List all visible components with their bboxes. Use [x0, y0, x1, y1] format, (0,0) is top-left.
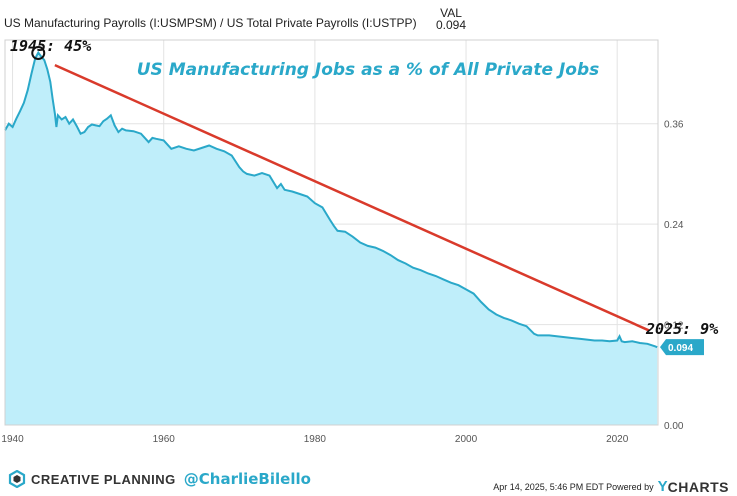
x-tick-label: 2020	[606, 434, 629, 445]
y-tick-label: 0.36	[664, 120, 684, 131]
current-value: 0.094	[435, 18, 467, 32]
x-tick-label: 2000	[455, 434, 478, 445]
value-column-label: VAL	[440, 6, 462, 20]
x-axis-ticks: 1940 1960 1980 2000 2020	[1, 434, 628, 445]
last-value-badge: 0.094	[660, 339, 704, 356]
chart-title: US Manufacturing Jobs as a % of All Priv…	[137, 60, 600, 80]
x-tick-label: 1960	[153, 434, 176, 445]
y-tick-label: 0.24	[664, 220, 684, 231]
y-tick-label: 0.12	[664, 321, 684, 332]
x-tick-label: 1980	[304, 434, 327, 445]
peak-circle-marker	[31, 46, 46, 61]
footer-source: Apr 14, 2025, 5:46 PM EDT Powered by Y C…	[493, 478, 729, 495]
brand-name: CREATIVE PLANNING	[31, 471, 176, 487]
author-handle: @CharlieBilello	[183, 470, 311, 488]
ycharts-logo-y: Y	[657, 478, 668, 495]
ycharts-logo-text: CHARTS	[667, 478, 729, 495]
series-line	[4, 50, 658, 349]
series-title: US Manufacturing Payrolls (I:USMPSM) / U…	[4, 16, 417, 30]
creative-planning-logo-icon	[8, 470, 26, 488]
peak-annotation: 1945: 45%	[10, 37, 91, 55]
series-area-fill	[5, 52, 658, 425]
last-value-badge-shape	[660, 339, 704, 356]
plot-border	[4, 39, 659, 426]
trend-line	[54, 63, 650, 332]
footer-branding: CREATIVE PLANNING @CharlieBilello	[8, 469, 311, 489]
end-annotation: 2025: 9%	[645, 320, 718, 338]
chart-header: US Manufacturing Payrolls (I:USMPSM) / U…	[4, 6, 724, 36]
y-axis-ticks: 0.36 0.24 0.12 0.00	[664, 120, 684, 432]
last-value-badge-text: 0.094	[668, 343, 693, 354]
y-tick-label: 0.00	[664, 421, 684, 432]
x-tick-label: 1940	[1, 434, 24, 445]
timestamp: Apr 14, 2025, 5:46 PM EDT Powered by	[493, 481, 654, 492]
